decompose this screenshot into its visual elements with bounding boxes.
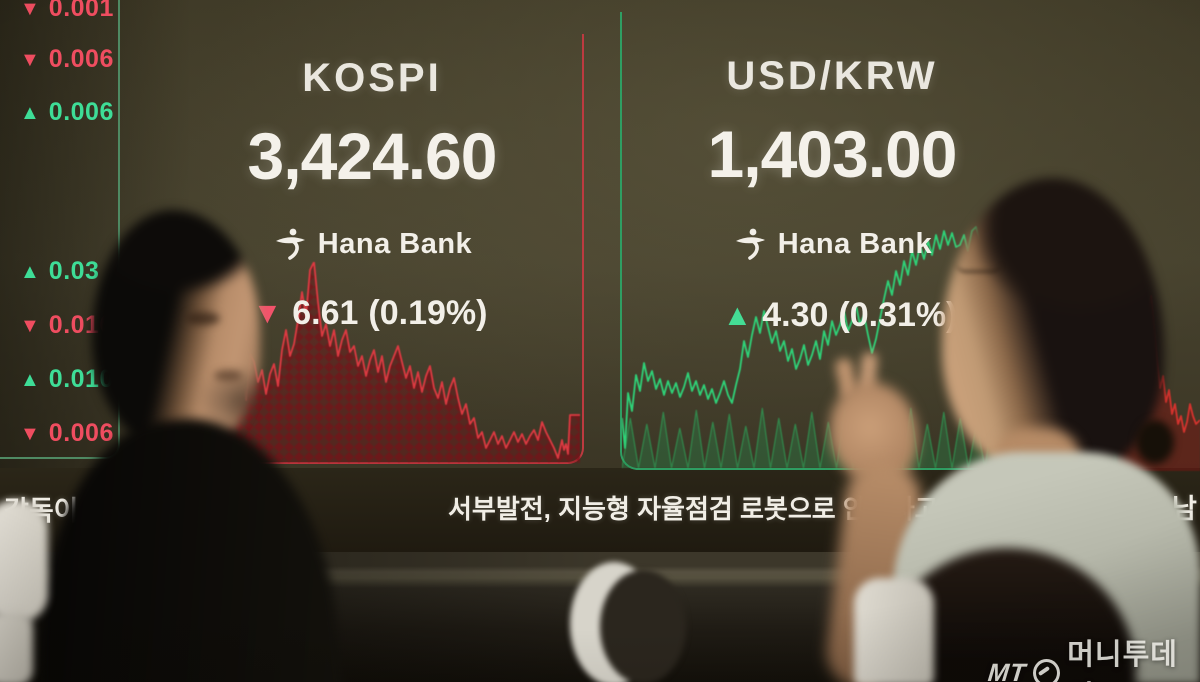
down-arrow-icon: ▼ bbox=[20, 48, 40, 71]
up-arrow-icon: ▲ bbox=[20, 101, 40, 124]
usdkrw-change-pct: (0.31%) bbox=[838, 296, 958, 334]
office-chair-part-right bbox=[854, 578, 934, 682]
right-person-glasses bbox=[956, 256, 1002, 273]
up-arrow-icon: ▲ bbox=[20, 260, 40, 283]
bank-name: Hana Bank bbox=[777, 227, 933, 260]
kospi-value: 3,424.60 bbox=[247, 119, 498, 193]
chair-back-cutout bbox=[600, 570, 686, 682]
bank-name: Hana Bank bbox=[317, 227, 473, 260]
ticker-panel-border bbox=[0, 0, 120, 459]
watermark-mt: MT bbox=[986, 658, 1028, 682]
left-person-mouth-shadow bbox=[214, 370, 242, 381]
left-person-eye-shadow bbox=[186, 312, 220, 325]
hana-bank-logo-icon bbox=[275, 228, 305, 260]
usdkrw-title: USD/KRW bbox=[726, 54, 938, 98]
office-chair-headrest-left bbox=[0, 500, 48, 622]
ticker-value: 0.006 bbox=[48, 45, 114, 73]
kospi-title: KOSPI bbox=[302, 56, 442, 100]
logo-swoosh bbox=[1038, 665, 1051, 677]
kospi-change: 6.61 bbox=[292, 294, 359, 332]
ticker-value: 0.006 bbox=[48, 98, 114, 126]
ticker-item: ▲ 0.03 bbox=[20, 257, 99, 286]
ticker-item: ▼ 0.006 bbox=[20, 45, 114, 74]
moneytoday-watermark: MT 머니투데이 bbox=[986, 631, 1200, 682]
ticker-item: ▲ 0.006 bbox=[20, 98, 114, 127]
down-arrow-icon: ▼ bbox=[20, 314, 40, 337]
ticker-value: 0.03 bbox=[48, 257, 100, 285]
up-arrow-icon: ▲ bbox=[20, 368, 40, 391]
usdkrw-change: 4.30 bbox=[762, 296, 829, 334]
watermark-name: 머니투데이 bbox=[1067, 639, 1178, 682]
kospi-chart bbox=[194, 262, 580, 463]
ticker-item: ▼ 0.006 bbox=[20, 419, 114, 448]
right-person-shoulder-dot bbox=[1136, 420, 1174, 464]
hana-bank-logo-icon bbox=[735, 228, 765, 260]
down-arrow-icon: ▼ bbox=[20, 422, 40, 445]
left-person-head bbox=[92, 210, 260, 455]
down-arrow-icon: ▼ bbox=[20, 0, 40, 20]
ticker-item: ▼ 0.001 bbox=[20, 0, 114, 23]
kospi-change-row: ▼ 6.61 (0.19%) bbox=[210, 294, 530, 333]
kospi-bank-row: Hana Bank bbox=[212, 226, 532, 262]
kospi-change-pct: (0.19%) bbox=[368, 294, 488, 332]
usdkrw-bank-row: Hana Bank bbox=[672, 226, 992, 262]
kospi-panel-border bbox=[196, 34, 584, 464]
moneytoday-logo-icon bbox=[1033, 659, 1061, 682]
usdkrw-change-row: ▲ 4.30 (0.31%) bbox=[680, 296, 1000, 335]
ticker-value: 0.006 bbox=[48, 419, 114, 447]
usdkrw-value: 1,403.00 bbox=[707, 117, 958, 191]
office-chair-post-left bbox=[0, 612, 33, 682]
ticker-value: 0.001 bbox=[48, 0, 114, 22]
up-arrow-icon: ▲ bbox=[722, 298, 753, 332]
office-chair-back-center bbox=[570, 562, 686, 682]
